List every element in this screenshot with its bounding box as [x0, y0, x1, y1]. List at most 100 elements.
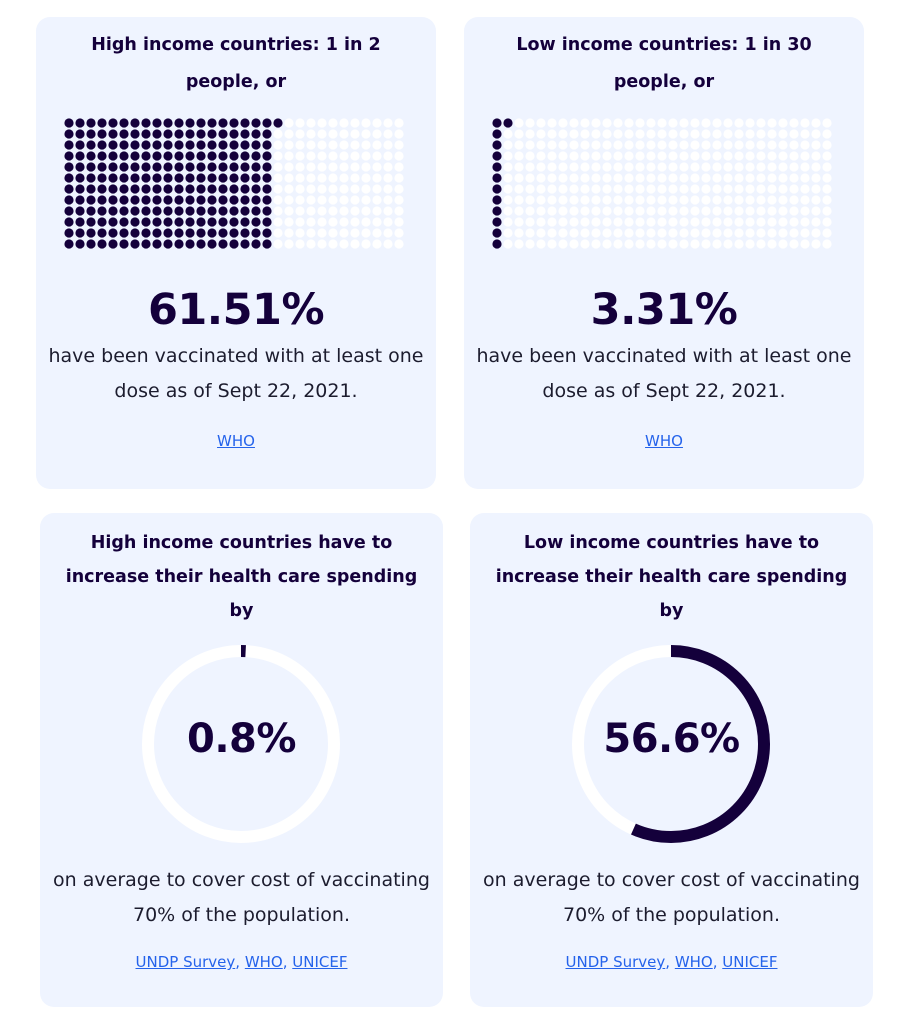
filled-dot [97, 129, 107, 139]
empty-dot [602, 173, 612, 183]
empty-dot [756, 184, 766, 194]
filled-dot [251, 195, 261, 205]
empty-dot [822, 206, 832, 216]
filled-dot [64, 151, 74, 161]
empty-dot [712, 151, 722, 161]
empty-dot [646, 184, 656, 194]
empty-dot [690, 228, 700, 238]
empty-dot [613, 228, 623, 238]
source-link-who[interactable]: WHO [645, 432, 683, 450]
filled-dot [492, 228, 502, 238]
filled-dot [207, 195, 217, 205]
spending-percent: 0.8% [187, 716, 296, 762]
empty-dot [536, 129, 546, 139]
filled-dot [229, 206, 239, 216]
filled-dot [251, 162, 261, 172]
empty-dot [679, 239, 689, 249]
source-separator: , [712, 953, 723, 971]
filled-dot [492, 206, 502, 216]
empty-dot [569, 140, 579, 150]
filled-dot [207, 151, 217, 161]
source-link-who[interactable]: WHO [244, 953, 283, 971]
filled-dot [240, 151, 250, 161]
filled-dot [218, 162, 228, 172]
filled-dot [163, 162, 173, 172]
empty-dot [361, 217, 371, 227]
source-link-unicef[interactable]: UNICEF [722, 953, 778, 971]
empty-dot [767, 140, 777, 150]
source-link-who[interactable]: WHO [674, 953, 713, 971]
filled-dot [152, 228, 162, 238]
empty-dot [372, 206, 382, 216]
filled-dot [174, 195, 184, 205]
empty-dot [635, 173, 645, 183]
empty-dot [295, 195, 305, 205]
empty-dot [811, 162, 821, 172]
empty-dot [624, 173, 634, 183]
filled-dot [185, 140, 195, 150]
source-link-undp[interactable]: UNDP Survey [565, 953, 666, 971]
source-links: UNDP Survey, WHO, UNICEF [470, 953, 873, 971]
card-description: have been vaccinated with at least one d… [476, 345, 852, 402]
filled-dot [218, 118, 228, 128]
empty-dot [657, 118, 667, 128]
filled-dot [163, 184, 173, 194]
empty-dot [778, 118, 788, 128]
filled-dot [141, 195, 151, 205]
filled-dot [185, 228, 195, 238]
empty-dot [811, 129, 821, 139]
filled-dot [152, 129, 162, 139]
filled-dot [492, 140, 502, 150]
source-link-undp[interactable]: UNDP Survey [135, 953, 236, 971]
source-link-unicef[interactable]: UNICEF [292, 953, 348, 971]
empty-dot [339, 228, 349, 238]
filled-dot [251, 151, 261, 161]
empty-dot [679, 151, 689, 161]
empty-dot [602, 228, 612, 238]
empty-dot [679, 129, 689, 139]
empty-dot [580, 151, 590, 161]
empty-dot [657, 129, 667, 139]
filled-dot [174, 140, 184, 150]
empty-dot [317, 206, 327, 216]
filled-dot [108, 217, 118, 227]
empty-dot [514, 206, 524, 216]
empty-dot [350, 151, 360, 161]
empty-dot [789, 217, 799, 227]
filled-dot [196, 206, 206, 216]
empty-dot [350, 162, 360, 172]
empty-dot [361, 206, 371, 216]
filled-dot [108, 195, 118, 205]
empty-dot [745, 195, 755, 205]
empty-dot [306, 140, 316, 150]
empty-dot [679, 228, 689, 238]
empty-dot [712, 140, 722, 150]
empty-dot [525, 140, 535, 150]
empty-dot [514, 173, 524, 183]
empty-dot [273, 239, 283, 249]
empty-dot [624, 228, 634, 238]
filled-dot [130, 217, 140, 227]
filled-dot [163, 217, 173, 227]
source-link-who[interactable]: WHO [217, 432, 255, 450]
filled-dot [64, 162, 74, 172]
empty-dot [679, 184, 689, 194]
empty-dot [778, 217, 788, 227]
filled-dot [152, 195, 162, 205]
empty-dot [800, 184, 810, 194]
filled-dot [218, 184, 228, 194]
empty-dot [701, 239, 711, 249]
empty-dot [295, 184, 305, 194]
filled-dot [119, 239, 129, 249]
empty-dot [306, 173, 316, 183]
filled-dot [130, 151, 140, 161]
filled-dot [64, 195, 74, 205]
empty-dot [723, 239, 733, 249]
empty-dot [811, 140, 821, 150]
empty-dot [602, 151, 612, 161]
empty-dot [317, 217, 327, 227]
empty-dot [723, 173, 733, 183]
empty-dot [624, 118, 634, 128]
empty-dot [306, 151, 316, 161]
empty-dot [800, 228, 810, 238]
